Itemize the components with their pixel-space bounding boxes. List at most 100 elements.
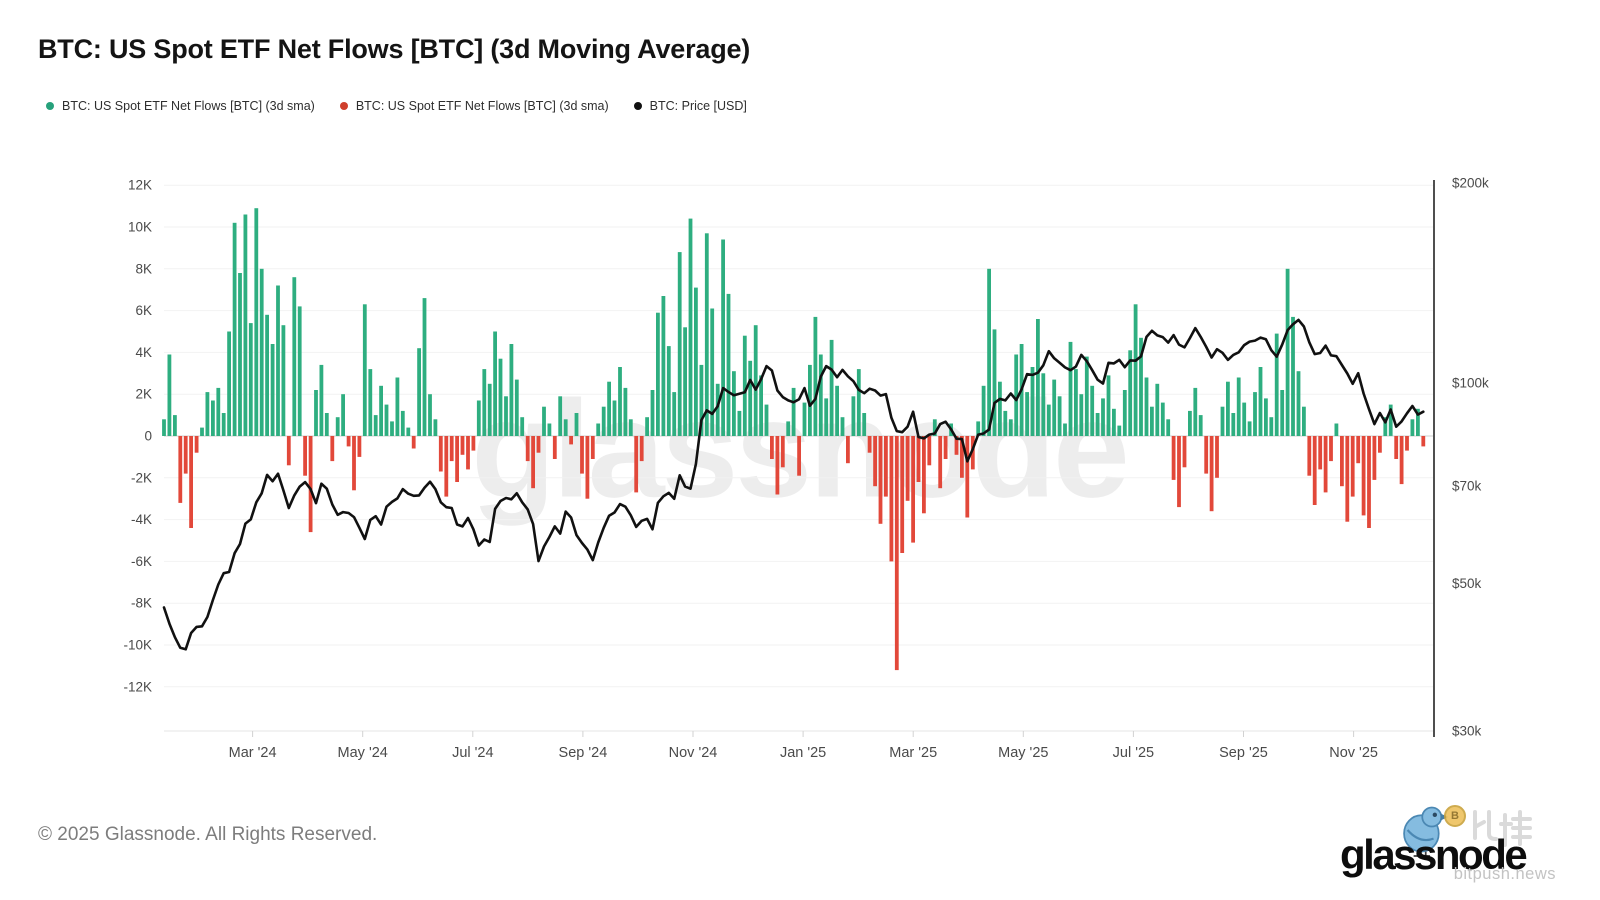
flow-bar[interactable]: [775, 436, 780, 495]
flow-bar[interactable]: [471, 436, 476, 451]
flow-bar[interactable]: [183, 436, 188, 474]
flow-bar[interactable]: [645, 417, 649, 436]
flow-bar[interactable]: [303, 436, 307, 476]
flow-bar[interactable]: [1247, 421, 1252, 436]
flow-bar[interactable]: [167, 354, 172, 437]
flow-bar[interactable]: [449, 436, 454, 462]
flow-bar[interactable]: [813, 316, 818, 436]
flow-bar[interactable]: [889, 436, 894, 562]
flow-bar[interactable]: [1242, 402, 1247, 436]
flow-bar[interactable]: [1280, 390, 1285, 436]
flow-bar[interactable]: [607, 381, 611, 436]
flow-bar[interactable]: [1399, 436, 1404, 485]
flow-bar[interactable]: [1269, 417, 1274, 436]
flow-bar[interactable]: [856, 369, 861, 436]
flow-bar[interactable]: [417, 348, 421, 436]
flow-bar[interactable]: [384, 404, 389, 436]
flow-bar[interactable]: [487, 383, 492, 436]
flow-bar[interactable]: [221, 413, 226, 436]
flow-bar[interactable]: [710, 308, 715, 437]
flow-bar[interactable]: [960, 436, 964, 478]
flow-bar[interactable]: [900, 436, 905, 553]
flow-bar[interactable]: [1188, 410, 1192, 436]
flow-bar[interactable]: [1106, 375, 1111, 436]
flow-bar[interactable]: [1171, 436, 1176, 480]
flow-bar[interactable]: [1068, 341, 1073, 436]
flow-bar[interactable]: [699, 364, 704, 436]
flow-bar[interactable]: [970, 436, 975, 470]
flow-bar[interactable]: [987, 268, 991, 436]
flow-bar[interactable]: [1323, 436, 1328, 493]
flow-bar[interactable]: [873, 436, 877, 487]
flow-bar[interactable]: [884, 436, 888, 497]
flow-bar[interactable]: [1302, 406, 1306, 436]
flow-bar[interactable]: [808, 364, 812, 436]
flow-bar[interactable]: [672, 392, 677, 436]
flow-bar[interactable]: [1372, 436, 1377, 480]
flow-bar[interactable]: [1030, 367, 1035, 436]
flow-bar[interactable]: [286, 436, 291, 466]
flow-bar[interactable]: [590, 436, 595, 459]
flow-bar[interactable]: [536, 436, 541, 453]
flow-bar[interactable]: [1329, 436, 1333, 462]
flow-bar[interactable]: [1307, 436, 1312, 476]
flow-bar[interactable]: [704, 233, 709, 436]
flow-bar[interactable]: [780, 436, 785, 468]
flow-bar[interactable]: [1177, 436, 1181, 508]
flow-bar[interactable]: [189, 436, 193, 528]
flow-bar[interactable]: [362, 304, 367, 436]
flow-bar[interactable]: [1285, 268, 1290, 436]
flow-bar[interactable]: [1155, 383, 1160, 436]
flow-bar[interactable]: [1361, 436, 1366, 516]
flow-bar[interactable]: [1204, 436, 1209, 474]
flow-bar[interactable]: [829, 339, 834, 436]
flow-bar[interactable]: [341, 394, 345, 436]
flow-bar[interactable]: [438, 436, 443, 472]
flow-bar[interactable]: [1383, 417, 1388, 436]
flow-bar[interactable]: [677, 252, 682, 436]
flow-bar[interactable]: [694, 287, 698, 436]
legend-item-netflows-negative[interactable]: BTC: US Spot ETF Net Flows [BTC] (3d sma…: [339, 99, 609, 113]
flow-bar[interactable]: [753, 325, 758, 436]
flow-bar[interactable]: [1063, 423, 1067, 437]
flow-bar[interactable]: [840, 417, 845, 436]
flow-bar[interactable]: [1416, 408, 1420, 436]
flow-bar[interactable]: [1345, 436, 1350, 522]
flow-bar[interactable]: [357, 436, 362, 457]
flow-bar[interactable]: [618, 367, 622, 436]
flow-bar[interactable]: [737, 410, 742, 436]
flow-bar[interactable]: [661, 296, 666, 436]
flow-bar[interactable]: [1410, 419, 1415, 436]
flow-bar[interactable]: [759, 375, 763, 436]
flow-bar[interactable]: [276, 285, 280, 437]
flow-bar[interactable]: [601, 406, 606, 436]
flow-bar[interactable]: [612, 400, 617, 437]
flow-bar[interactable]: [867, 436, 872, 453]
flow-bar[interactable]: [330, 436, 335, 462]
flow-bar[interactable]: [1139, 337, 1143, 436]
flow-bar[interactable]: [162, 419, 166, 436]
flow-bar[interactable]: [200, 427, 204, 436]
flow-bar[interactable]: [498, 358, 503, 436]
flow-bar[interactable]: [732, 371, 736, 436]
flow-bar[interactable]: [1182, 436, 1187, 468]
flow-bar[interactable]: [786, 421, 791, 436]
flow-bar[interactable]: [1057, 396, 1062, 436]
flow-bar[interactable]: [721, 239, 725, 437]
flow-bar[interactable]: [569, 436, 573, 445]
flow-bar[interactable]: [455, 436, 459, 482]
flow-bar[interactable]: [634, 436, 639, 493]
flow-bar[interactable]: [281, 325, 286, 436]
flow-bar[interactable]: [916, 436, 921, 482]
flow-bar[interactable]: [194, 436, 199, 453]
flow-bar[interactable]: [976, 421, 981, 436]
flow-bar[interactable]: [726, 293, 731, 436]
flow-bar[interactable]: [770, 436, 774, 459]
flow-bar[interactable]: [216, 387, 221, 436]
flow-bar[interactable]: [422, 298, 427, 436]
flow-bar[interactable]: [520, 417, 525, 436]
flow-bar[interactable]: [764, 404, 769, 436]
flow-bar[interactable]: [531, 436, 535, 489]
flow-bar[interactable]: [1160, 402, 1165, 436]
